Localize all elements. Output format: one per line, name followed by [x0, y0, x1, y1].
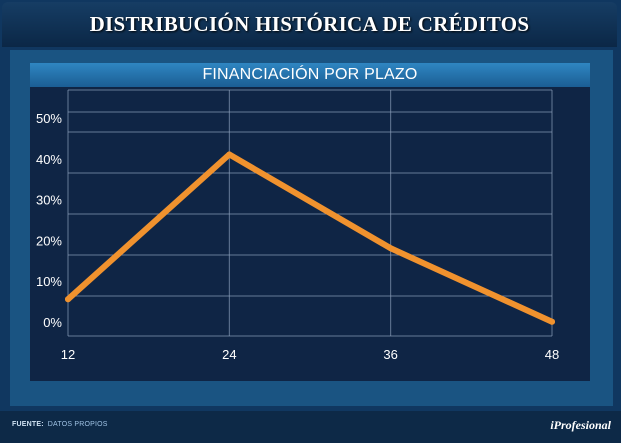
source-note: FUENTE: DATOS PROPIOS [12, 421, 108, 428]
x-tick-label: 12 [61, 347, 75, 362]
series-line [65, 151, 555, 325]
title-bar: DISTRIBUCIÓN HISTÓRICA DE CRÉDITOS [2, 2, 617, 47]
chart-title-bar: FINANCIACIÓN POR PLAZO [30, 63, 590, 87]
brand-logo: iProfesional [550, 418, 611, 432]
source-value: DATOS PROPIOS [47, 421, 108, 428]
y-tick-label: 10% [36, 274, 62, 289]
source-label: FUENTE: [12, 421, 44, 428]
data-point [387, 245, 394, 252]
data-point [549, 318, 555, 325]
y-tick-label: 30% [36, 193, 62, 208]
x-tick-label: 36 [383, 347, 397, 362]
chart-title: FINANCIACIÓN POR PLAZO [202, 66, 418, 83]
y-tick-label: 0% [43, 315, 62, 330]
footer-bar [0, 411, 621, 443]
data-point [65, 296, 71, 303]
x-tick-label: 24 [222, 347, 236, 362]
data-point [226, 151, 233, 158]
plot-background [30, 87, 590, 381]
x-tick-label: 48 [545, 347, 559, 362]
y-tick-label: 50% [36, 111, 62, 126]
y-tick-label: 20% [36, 233, 62, 248]
page-title: DISTRIBUCIÓN HISTÓRICA DE CRÉDITOS [89, 12, 530, 36]
y-tick-label: 40% [36, 152, 62, 167]
